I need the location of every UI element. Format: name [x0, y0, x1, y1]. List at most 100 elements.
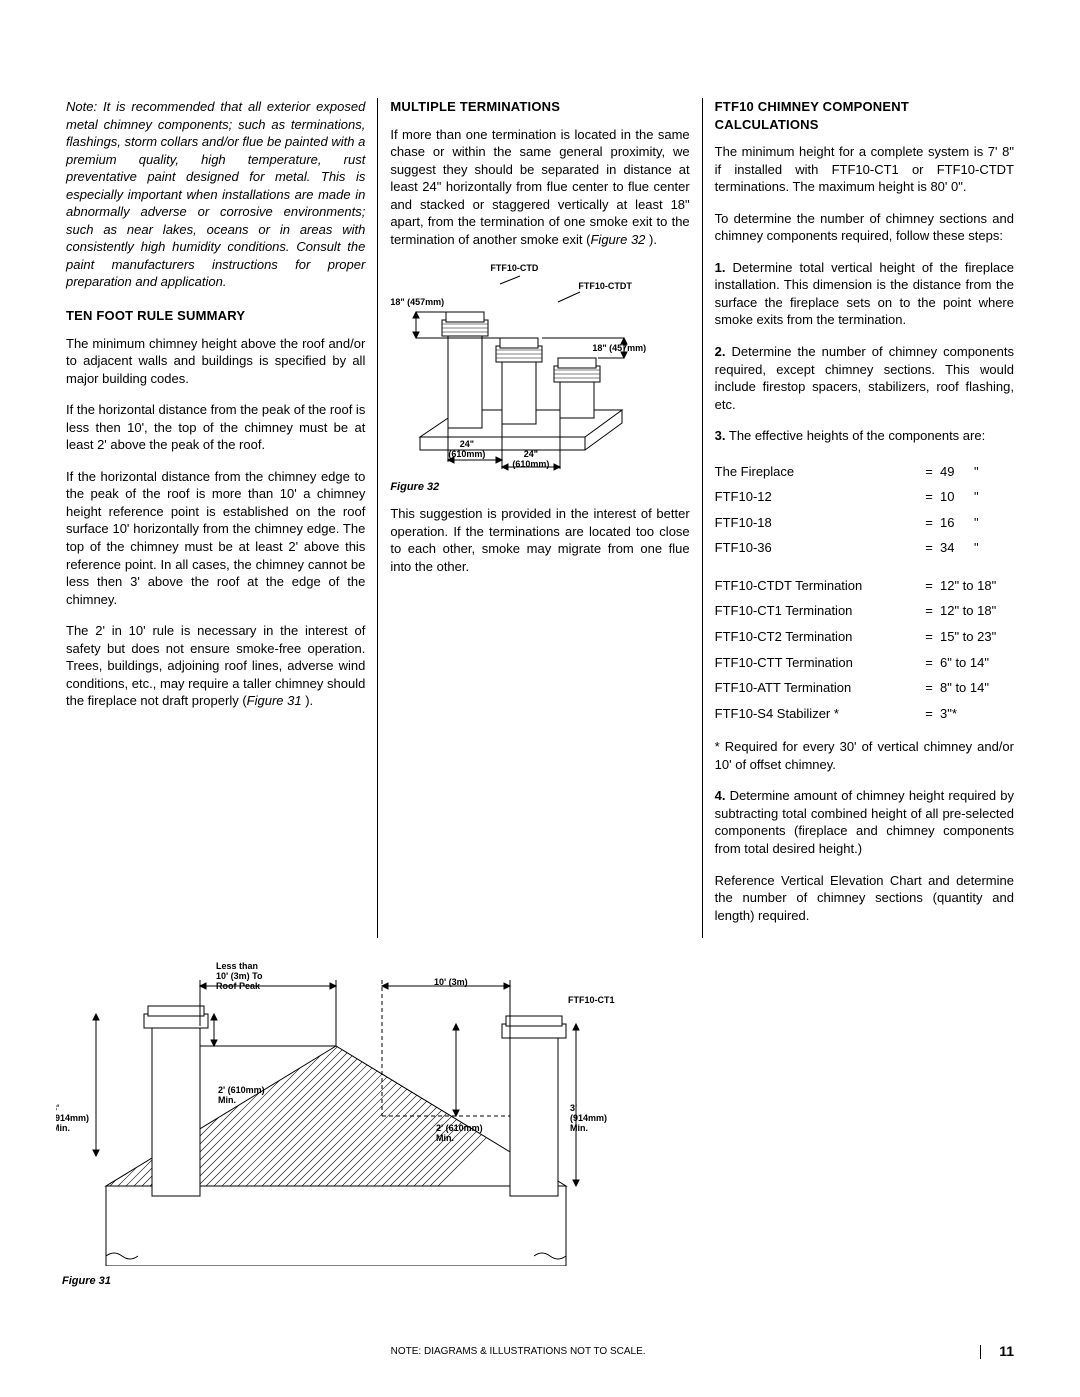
component-name: FTF10-CTDT Termination [715, 577, 918, 595]
tenfoot-p4-figref: Figure 31 [247, 693, 302, 708]
component-name: FTF10-S4 Stabilizer * [715, 705, 918, 723]
ftf10-s3: 3. The effective heights of the componen… [715, 427, 1014, 445]
ftf10-s4-text: Determine amount of chimney height requi… [715, 788, 1014, 856]
fig32-lbl-24b: 24" (610mm) [512, 450, 549, 470]
component-name: FTF10-CT1 Termination [715, 602, 918, 620]
component-value: 15" to 23" [940, 628, 1014, 646]
equals: = [918, 679, 940, 697]
tenfoot-p4-prefix: The 2' in 10' rule is necessary in the i… [66, 623, 365, 708]
component-value: 12" to 18" [940, 602, 1014, 620]
table-row: FTF10-CTDT Termination=12" to 18" [715, 573, 1014, 599]
fig32-lbl-24a: 24" (610mm) [448, 440, 485, 460]
table-row: FTF10-CT2 Termination=15" to 23" [715, 624, 1014, 650]
table-row: FTF10-ATT Termination=8" to 14" [715, 675, 1014, 701]
equals: = [918, 628, 940, 646]
equals: = [918, 577, 940, 595]
equals: = [918, 539, 940, 557]
fig32-lbl-ctdt: FTF10-CTDT [578, 282, 632, 292]
ftf10-last: Reference Vertical Elevation Chart and d… [715, 872, 1014, 925]
figure-31-svg [56, 956, 616, 1266]
equals: = [918, 463, 940, 481]
ftf10-s3-lead: 3. [715, 428, 726, 443]
tenfoot-p3: If the horizontal distance from the chim… [66, 468, 365, 608]
ftf10-footnote: * Required for every 30' of vertical chi… [715, 738, 1014, 773]
mult-p1-prefix: If more than one termination is located … [390, 127, 689, 247]
heading-ten-foot: TEN FOOT RULE SUMMARY [66, 307, 365, 325]
figure-31: Less than 10' (3m) To Roof Peak 10' (3m)… [56, 956, 616, 1266]
component-value: 8" to 14" [940, 679, 1014, 697]
fig31-lbl-3ft-left: 3' (914mm) Min. [56, 1104, 89, 1134]
component-value: 34 [940, 539, 974, 557]
fig31-lbl-tenft: 10' (3m) [434, 978, 468, 988]
ftf10-s2-text: Determine the number of chimney componen… [715, 344, 1014, 412]
fig32-lbl-18r: 18" (457mm) [592, 344, 646, 354]
heading-multiple: MULTIPLE TERMINATIONS [390, 98, 689, 116]
fig32-lbl-18l: 18" (457mm) [390, 298, 444, 308]
component-value: 12" to 18" [940, 577, 1014, 595]
column-layout: Note: It is recommended that all exterio… [66, 98, 1014, 938]
equals: = [918, 488, 940, 506]
ftf10-s2-lead: 2. [715, 344, 726, 359]
fig31-lbl-3ft-right: 3' (914mm) Min. [570, 1104, 607, 1134]
figure-32: FTF10-CTD FTF10-CTDT 18" (457mm) 18" (45… [390, 262, 652, 472]
fig32-caption: Figure 32 [390, 480, 689, 495]
component-name: FTF10-18 [715, 514, 918, 532]
heading-ftf10: FTF10 CHIMNEY COMPONENT CALCULATIONS [715, 98, 1014, 133]
tenfoot-p1: The minimum chimney height above the roo… [66, 335, 365, 388]
table-row: FTF10-18=16" [715, 510, 1014, 536]
component-name: FTF10-CTT Termination [715, 654, 918, 672]
table-row: The Fireplace=49" [715, 459, 1014, 485]
equals: = [918, 514, 940, 532]
fig31-lbl-2ft-right: 2' (610mm) Min. [436, 1124, 483, 1144]
mult-p1: If more than one termination is located … [390, 126, 689, 249]
note-paragraph: Note: It is recommended that all exterio… [66, 98, 365, 291]
component-unit: " [974, 539, 1014, 557]
ftf10-p2: To determine the number of chimney secti… [715, 210, 1014, 245]
component-name: FTF10-CT2 Termination [715, 628, 918, 646]
component-value: 49 [940, 463, 974, 481]
component-unit: " [974, 514, 1014, 532]
figure-32-svg [390, 262, 652, 472]
component-name: FTF10-12 [715, 488, 918, 506]
footer-note: NOTE: DIAGRAMS & ILLUSTRATIONS NOT TO SC… [66, 1345, 970, 1359]
page: Note: It is recommended that all exterio… [0, 0, 1080, 1397]
equals: = [918, 705, 940, 723]
ftf10-s3-text: The effective heights of the components … [729, 428, 985, 443]
component-value: 6" to 14" [940, 654, 1014, 672]
equals: = [918, 602, 940, 620]
ftf10-s4: 4. Determine amount of chimney height re… [715, 787, 1014, 857]
ftf10-p1: The minimum height for a complete system… [715, 143, 1014, 196]
tenfoot-p4-suffix: ). [302, 693, 314, 708]
page-footer: NOTE: DIAGRAMS & ILLUSTRATIONS NOT TO SC… [66, 1342, 1014, 1361]
equals: = [918, 654, 940, 672]
component-value: 3"* [940, 705, 1014, 723]
fig31-lbl-ct1: FTF10-CT1 [568, 996, 615, 1006]
table-row: FTF10-12=10" [715, 484, 1014, 510]
tenfoot-p2: If the horizontal distance from the peak… [66, 401, 365, 454]
component-name: The Fireplace [715, 463, 918, 481]
component-unit: " [974, 463, 1014, 481]
table-row: FTF10-S4 Stabilizer *=3"* [715, 701, 1014, 727]
ftf10-s1-lead: 1. [715, 260, 726, 275]
mult-p2: This suggestion is provided in the inter… [390, 505, 689, 575]
table-row: FTF10-CTT Termination=6" to 14" [715, 650, 1014, 676]
components-table-2: FTF10-CTDT Termination=12" to 18"FTF10-C… [715, 573, 1014, 726]
ftf10-s1: 1. Determine total vertical height of th… [715, 259, 1014, 329]
fig32-lbl-ctd: FTF10-CTD [490, 264, 538, 274]
ftf10-s4-lead: 4. [715, 788, 726, 803]
components-table-1: The Fireplace=49"FTF10-12=10"FTF10-18=16… [715, 459, 1014, 561]
component-value: 16 [940, 514, 974, 532]
column-3: FTF10 CHIMNEY COMPONENT CALCULATIONS The… [703, 98, 1014, 938]
column-2: MULTIPLE TERMINATIONS If more than one t… [378, 98, 702, 938]
column-1: Note: It is recommended that all exterio… [66, 98, 378, 938]
table-row: FTF10-36=34" [715, 535, 1014, 561]
fig31-lbl-2ft-left: 2' (610mm) Min. [218, 1086, 265, 1106]
mult-p1-figref: Figure 32 [590, 232, 645, 247]
page-number: 11 [999, 1342, 1014, 1361]
component-name: FTF10-ATT Termination [715, 679, 918, 697]
fig31-caption: Figure 31 [62, 1274, 1014, 1289]
component-unit: " [974, 488, 1014, 506]
tenfoot-p4: The 2' in 10' rule is necessary in the i… [66, 622, 365, 710]
footer-divider [980, 1345, 981, 1359]
table-row: FTF10-CT1 Termination=12" to 18" [715, 598, 1014, 624]
